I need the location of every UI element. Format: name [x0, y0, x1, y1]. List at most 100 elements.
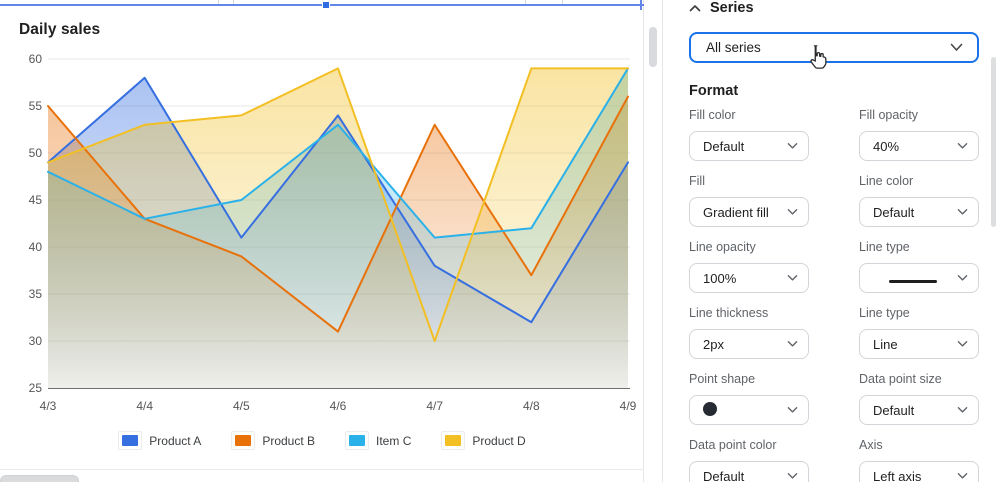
- data-point-size-value: Default: [873, 402, 915, 418]
- legend-item-product-d[interactable]: Product D: [441, 431, 526, 450]
- chevron-down-icon: [787, 142, 798, 150]
- chevron-down-icon: [787, 274, 798, 282]
- line-type-dropdown[interactable]: [859, 263, 979, 293]
- axis-label: Axis: [859, 438, 883, 452]
- point-shape-preview: [703, 401, 787, 419]
- axis-dropdown[interactable]: Left axis: [859, 461, 979, 482]
- chevron-down-icon: [787, 208, 798, 216]
- data-point-color-value: Default: [703, 468, 745, 482]
- svg-text:4/9: 4/9: [620, 399, 637, 413]
- chevron-down-icon: [957, 340, 968, 348]
- chevron-up-icon: [689, 4, 701, 12]
- chevron-down-icon: [957, 406, 968, 414]
- svg-text:4/4: 4/4: [136, 399, 153, 413]
- chart-title: Daily sales: [19, 21, 101, 38]
- chevron-down-icon: [957, 274, 968, 282]
- series-section-title: Series: [710, 0, 754, 16]
- fill-value: Gradient fill: [703, 204, 769, 220]
- legend-item-item-c[interactable]: Item C: [345, 431, 411, 450]
- point-shape-label: Point shape: [689, 372, 756, 386]
- sheet-vertical-scrollbar[interactable]: [649, 27, 657, 67]
- svg-text:4/6: 4/6: [330, 399, 347, 413]
- point-shape-dropdown[interactable]: [689, 395, 809, 425]
- daily-sales-area-chart[interactable]: 60 55 50 45 40 35 30 25 4/3 4/4 4/5 4/6 4/7 4/8 4/9: [0, 0, 644, 430]
- field-fill-opacity: Fill opacity 40%: [859, 108, 979, 174]
- svg-text:4/7: 4/7: [426, 399, 443, 413]
- chart-resize-handle[interactable]: [322, 1, 330, 9]
- field-axis: Axis Left axis: [859, 438, 979, 482]
- column-gridline: [233, 0, 234, 4]
- chevron-down-icon: [787, 340, 798, 348]
- field-line-type: Line type Line: [859, 306, 979, 372]
- chart-selection-border-right: [640, 0, 642, 10]
- legend-label: Product D: [472, 433, 526, 448]
- legend-item-product-b[interactable]: Product B: [231, 431, 315, 450]
- field-line-color: Line color Default: [859, 174, 979, 240]
- format-fields-grid: Fill color Default Fill opacity 40% Fill Grad…: [689, 108, 979, 482]
- line-opacity-value: 100%: [703, 270, 737, 286]
- fill-dropdown[interactable]: Gradient fill: [689, 197, 809, 227]
- panel-vertical-scrollbar[interactable]: [991, 57, 996, 227]
- fill-color-value: Default: [703, 138, 745, 154]
- fill-color-label: Fill color: [689, 108, 736, 122]
- chevron-down-icon: [950, 43, 963, 52]
- fill-opacity-value: 40%: [873, 138, 900, 154]
- line-thickness-label: Line thickness: [689, 306, 769, 320]
- fill-opacity-label: Fill opacity: [859, 108, 919, 122]
- line-type-label: Line type: [859, 240, 910, 254]
- field-data-point-size: Data point size Default: [859, 372, 979, 438]
- line-thickness-value: 2px: [703, 336, 724, 352]
- line-color-value: Default: [873, 204, 915, 220]
- line-type-value: Line: [873, 336, 898, 352]
- svg-text:50: 50: [29, 146, 43, 160]
- series-section-header[interactable]: Series: [689, 0, 754, 16]
- fill-opacity-dropdown[interactable]: 40%: [859, 131, 979, 161]
- column-gridline: [218, 0, 219, 4]
- format-section-title: Format: [689, 83, 739, 99]
- chevron-down-icon: [787, 472, 798, 480]
- circle-shape: [703, 401, 717, 416]
- chevron-down-icon: [957, 142, 968, 150]
- data-point-size-label: Data point size: [859, 372, 942, 386]
- data-point-size-dropdown[interactable]: Default: [859, 395, 979, 425]
- line-type-dropdown[interactable]: Line: [859, 329, 979, 359]
- line-color-dropdown[interactable]: Default: [859, 197, 979, 227]
- fill-color-dropdown[interactable]: Default: [689, 131, 809, 161]
- legend-label: Product B: [262, 433, 316, 448]
- chevron-down-icon: [957, 472, 968, 480]
- legend-item-product-a[interactable]: Product A: [118, 431, 201, 450]
- line-thickness-dropdown[interactable]: 2px: [689, 329, 809, 359]
- svg-text:4/3: 4/3: [40, 399, 57, 413]
- field-fill: Fill Gradient fill: [689, 174, 809, 240]
- chevron-down-icon: [787, 406, 798, 414]
- svg-text:40: 40: [29, 240, 43, 254]
- field-line-opacity: Line opacity 100%: [689, 240, 809, 306]
- line-opacity-dropdown[interactable]: 100%: [689, 263, 809, 293]
- series-selector-dropdown[interactable]: All series: [689, 32, 979, 63]
- column-gridline: [562, 0, 563, 4]
- legend-swatch: [345, 431, 370, 450]
- bottom-left-control[interactable]: [0, 475, 79, 482]
- fill-label: Fill: [689, 174, 705, 188]
- column-gridline: [525, 0, 526, 4]
- data-point-color-dropdown[interactable]: Default: [689, 461, 809, 482]
- chart-bottom-border: [0, 469, 644, 470]
- field-line-type: Line type: [859, 240, 979, 306]
- legend-swatch: [118, 431, 143, 450]
- line-color-label: Line color: [859, 174, 914, 188]
- field-point-shape: Point shape: [689, 372, 809, 438]
- solid-line-preview: [873, 271, 957, 286]
- field-line-thickness: Line thickness 2px: [689, 306, 809, 372]
- legend-label: Item C: [376, 433, 412, 448]
- line-opacity-label: Line opacity: [689, 240, 756, 254]
- line-type-label: Line type: [859, 306, 910, 320]
- series-selector-value: All series: [706, 40, 761, 55]
- chevron-down-icon: [957, 208, 968, 216]
- legend-swatch: [231, 431, 256, 450]
- svg-text:4/5: 4/5: [233, 399, 250, 413]
- chart-object[interactable]: Daily sales 60 55 50 45 40 35 30 25 4/3 4/4 4/5 4/6…: [0, 0, 644, 482]
- svg-text:60: 60: [29, 52, 43, 66]
- svg-text:55: 55: [29, 99, 43, 113]
- svg-text:35: 35: [29, 287, 43, 301]
- legend-swatch: [441, 431, 466, 450]
